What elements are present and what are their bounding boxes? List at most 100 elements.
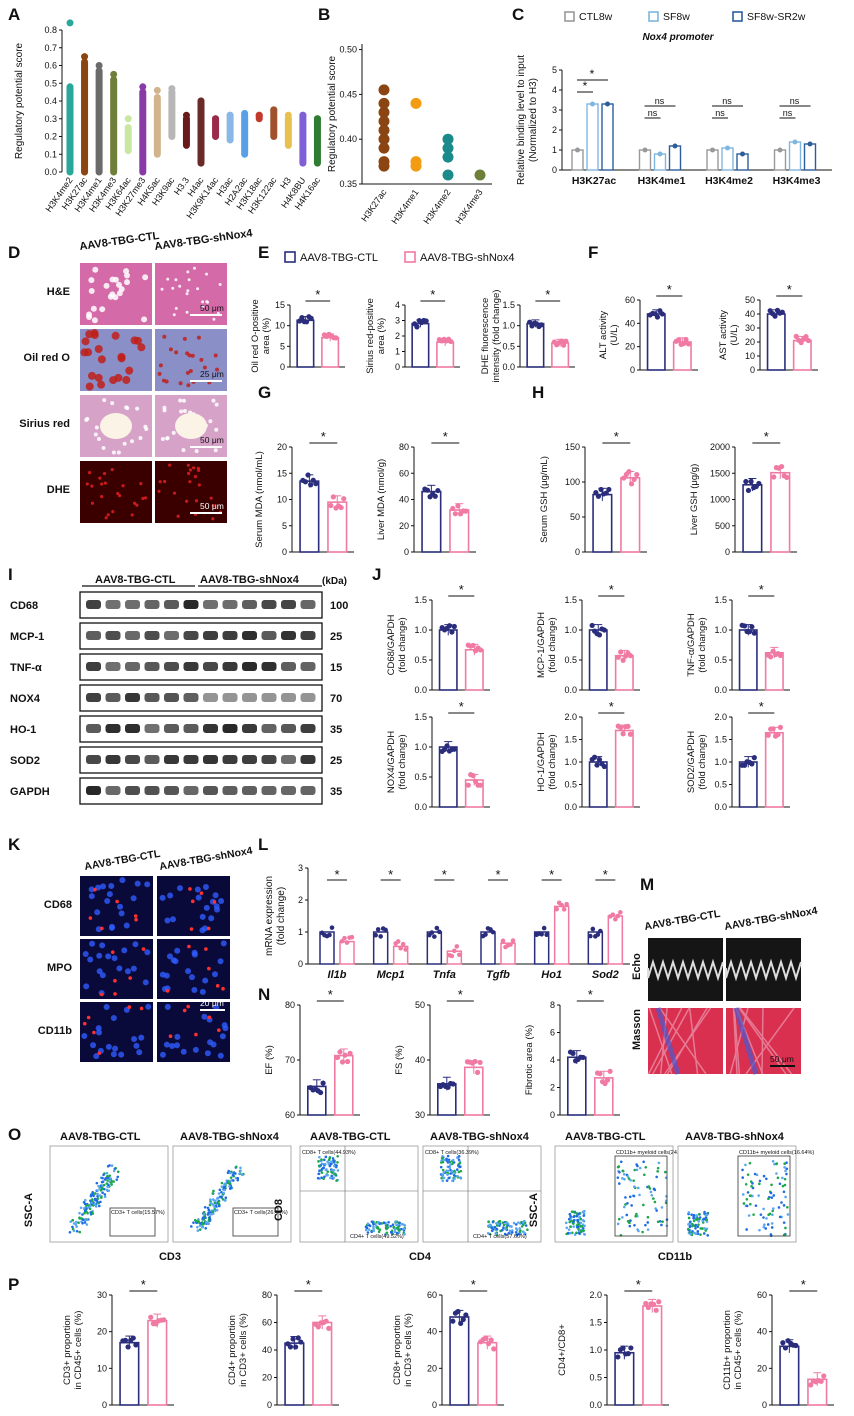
event-dot bbox=[220, 1196, 223, 1199]
y-tick-label: 0.0 bbox=[502, 362, 515, 372]
data-point bbox=[615, 1354, 621, 1360]
event-dot bbox=[194, 1219, 198, 1223]
event-dot bbox=[457, 1164, 460, 1167]
data-point bbox=[631, 476, 637, 482]
blot-band bbox=[242, 724, 257, 733]
cell-spot bbox=[94, 344, 103, 353]
panel-o-x-label: CD3 bbox=[159, 1251, 181, 1263]
nucleus bbox=[222, 1025, 229, 1032]
event-dot bbox=[749, 1202, 752, 1206]
cell-spot bbox=[116, 290, 123, 297]
data-point bbox=[538, 322, 544, 328]
event-dot bbox=[661, 1220, 664, 1223]
event-dot bbox=[518, 1230, 522, 1233]
event-dot bbox=[694, 1223, 698, 1227]
event-dot bbox=[209, 1198, 212, 1201]
event-dot bbox=[775, 1162, 779, 1165]
blot-band bbox=[105, 662, 121, 671]
bar bbox=[480, 931, 496, 965]
event-dot bbox=[741, 1176, 744, 1179]
event-dot bbox=[334, 1165, 338, 1169]
cell-spot bbox=[185, 351, 190, 356]
nucleus bbox=[108, 924, 115, 931]
y-axis-label-2: (fold change) bbox=[397, 734, 408, 789]
event-dot bbox=[502, 1226, 505, 1229]
data-point bbox=[618, 910, 623, 915]
event-dot bbox=[402, 1227, 406, 1231]
event-dot bbox=[771, 1209, 774, 1213]
y-tick-label: 80 bbox=[399, 442, 409, 452]
event-dot bbox=[459, 1176, 462, 1179]
event-dot bbox=[583, 1224, 586, 1228]
score-point bbox=[378, 115, 390, 127]
event-dot bbox=[331, 1168, 334, 1172]
event-dot bbox=[782, 1204, 786, 1207]
panel-g-chart-0: 0 5 10 15 20 Serum MDA (nmol/mL) * bbox=[254, 429, 354, 557]
event-dot bbox=[577, 1212, 581, 1216]
y-tick-label: 60 bbox=[625, 295, 635, 305]
y-tick-label: 0 bbox=[630, 365, 635, 375]
data-point bbox=[575, 147, 580, 153]
blot-band bbox=[203, 755, 218, 764]
event-dot bbox=[216, 1201, 220, 1205]
event-dot bbox=[324, 1162, 327, 1166]
data-point bbox=[601, 763, 607, 770]
y-tick-label: 0 bbox=[404, 547, 409, 557]
y-tick-label: 20 bbox=[757, 1363, 767, 1373]
nucleus bbox=[83, 983, 90, 990]
cell-spot bbox=[188, 368, 193, 373]
nucleus bbox=[99, 942, 106, 949]
cell-spot bbox=[125, 406, 130, 411]
data-point bbox=[604, 1077, 611, 1083]
event-dot bbox=[656, 1220, 660, 1224]
data-point bbox=[539, 932, 544, 937]
nucleus bbox=[174, 947, 181, 954]
data-point bbox=[483, 932, 488, 937]
data-point bbox=[449, 953, 455, 959]
sig-star: * bbox=[801, 1277, 806, 1292]
blot-band bbox=[300, 786, 316, 795]
blot-band bbox=[183, 755, 199, 764]
y-axis-label: AST activity bbox=[718, 310, 729, 360]
data-point bbox=[313, 481, 319, 487]
y-tick-label: 1.0 bbox=[589, 1345, 602, 1355]
blot-kda: 35 bbox=[330, 786, 342, 798]
event-dot bbox=[505, 1226, 509, 1229]
panel-l-x-label: Mcp1 bbox=[377, 969, 405, 981]
data-point bbox=[591, 754, 598, 760]
event-dot bbox=[770, 1183, 773, 1187]
event-dot bbox=[568, 1220, 572, 1224]
blot-band bbox=[86, 786, 101, 795]
data-point bbox=[654, 314, 661, 320]
panel-c-x-label: H3K4me3 bbox=[773, 175, 821, 187]
y-axis-label: Sirius red-positive bbox=[365, 298, 376, 374]
panel-n-chart-0: 60 70 80 EF (%) * bbox=[264, 987, 360, 1120]
y-axis-label: CD11b+ proportion bbox=[722, 1310, 733, 1390]
sig-label: ns bbox=[722, 96, 732, 106]
sig-star: * bbox=[334, 867, 339, 882]
data-point bbox=[508, 942, 513, 947]
cell-spot bbox=[188, 480, 192, 484]
data-point bbox=[295, 1335, 301, 1341]
cell-spot bbox=[107, 293, 114, 300]
cell-spot bbox=[212, 317, 216, 321]
sig-star: * bbox=[306, 1277, 311, 1292]
cell-spot bbox=[130, 439, 135, 444]
event-dot bbox=[576, 1218, 580, 1222]
event-dot bbox=[694, 1232, 698, 1236]
event-dot bbox=[385, 1227, 388, 1231]
y-axis-label-2: (fold change) bbox=[397, 617, 408, 672]
marker-spot bbox=[186, 1004, 191, 1009]
event-dot bbox=[783, 1162, 786, 1166]
event-dot bbox=[655, 1175, 658, 1179]
data-point bbox=[308, 482, 314, 488]
blot-band bbox=[164, 600, 179, 609]
event-dot bbox=[81, 1218, 85, 1222]
panel-b-x-label: H3K4me1 bbox=[389, 187, 420, 226]
event-dot bbox=[196, 1225, 199, 1229]
cell-spot bbox=[81, 337, 90, 346]
event-dot bbox=[320, 1167, 324, 1171]
marker-spot bbox=[199, 891, 204, 896]
event-dot bbox=[209, 1201, 212, 1205]
max-point bbox=[313, 115, 321, 123]
